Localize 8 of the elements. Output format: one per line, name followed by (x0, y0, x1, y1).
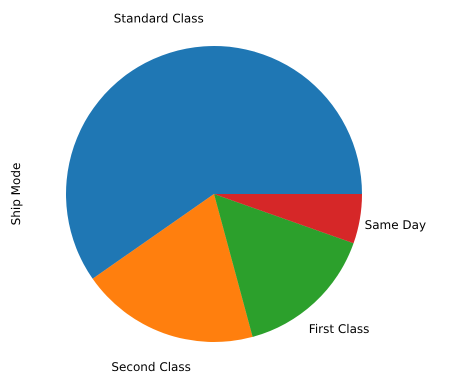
pie-slice (92, 194, 253, 342)
pie-slice (66, 46, 362, 279)
slice-label: Same Day (364, 218, 426, 232)
slice-label: Second Class (111, 360, 191, 374)
text: Ship Mode (9, 162, 23, 226)
slice-label: First Class (308, 322, 370, 336)
slice-label: Standard Class (114, 11, 204, 26)
pie-slice (214, 194, 362, 244)
